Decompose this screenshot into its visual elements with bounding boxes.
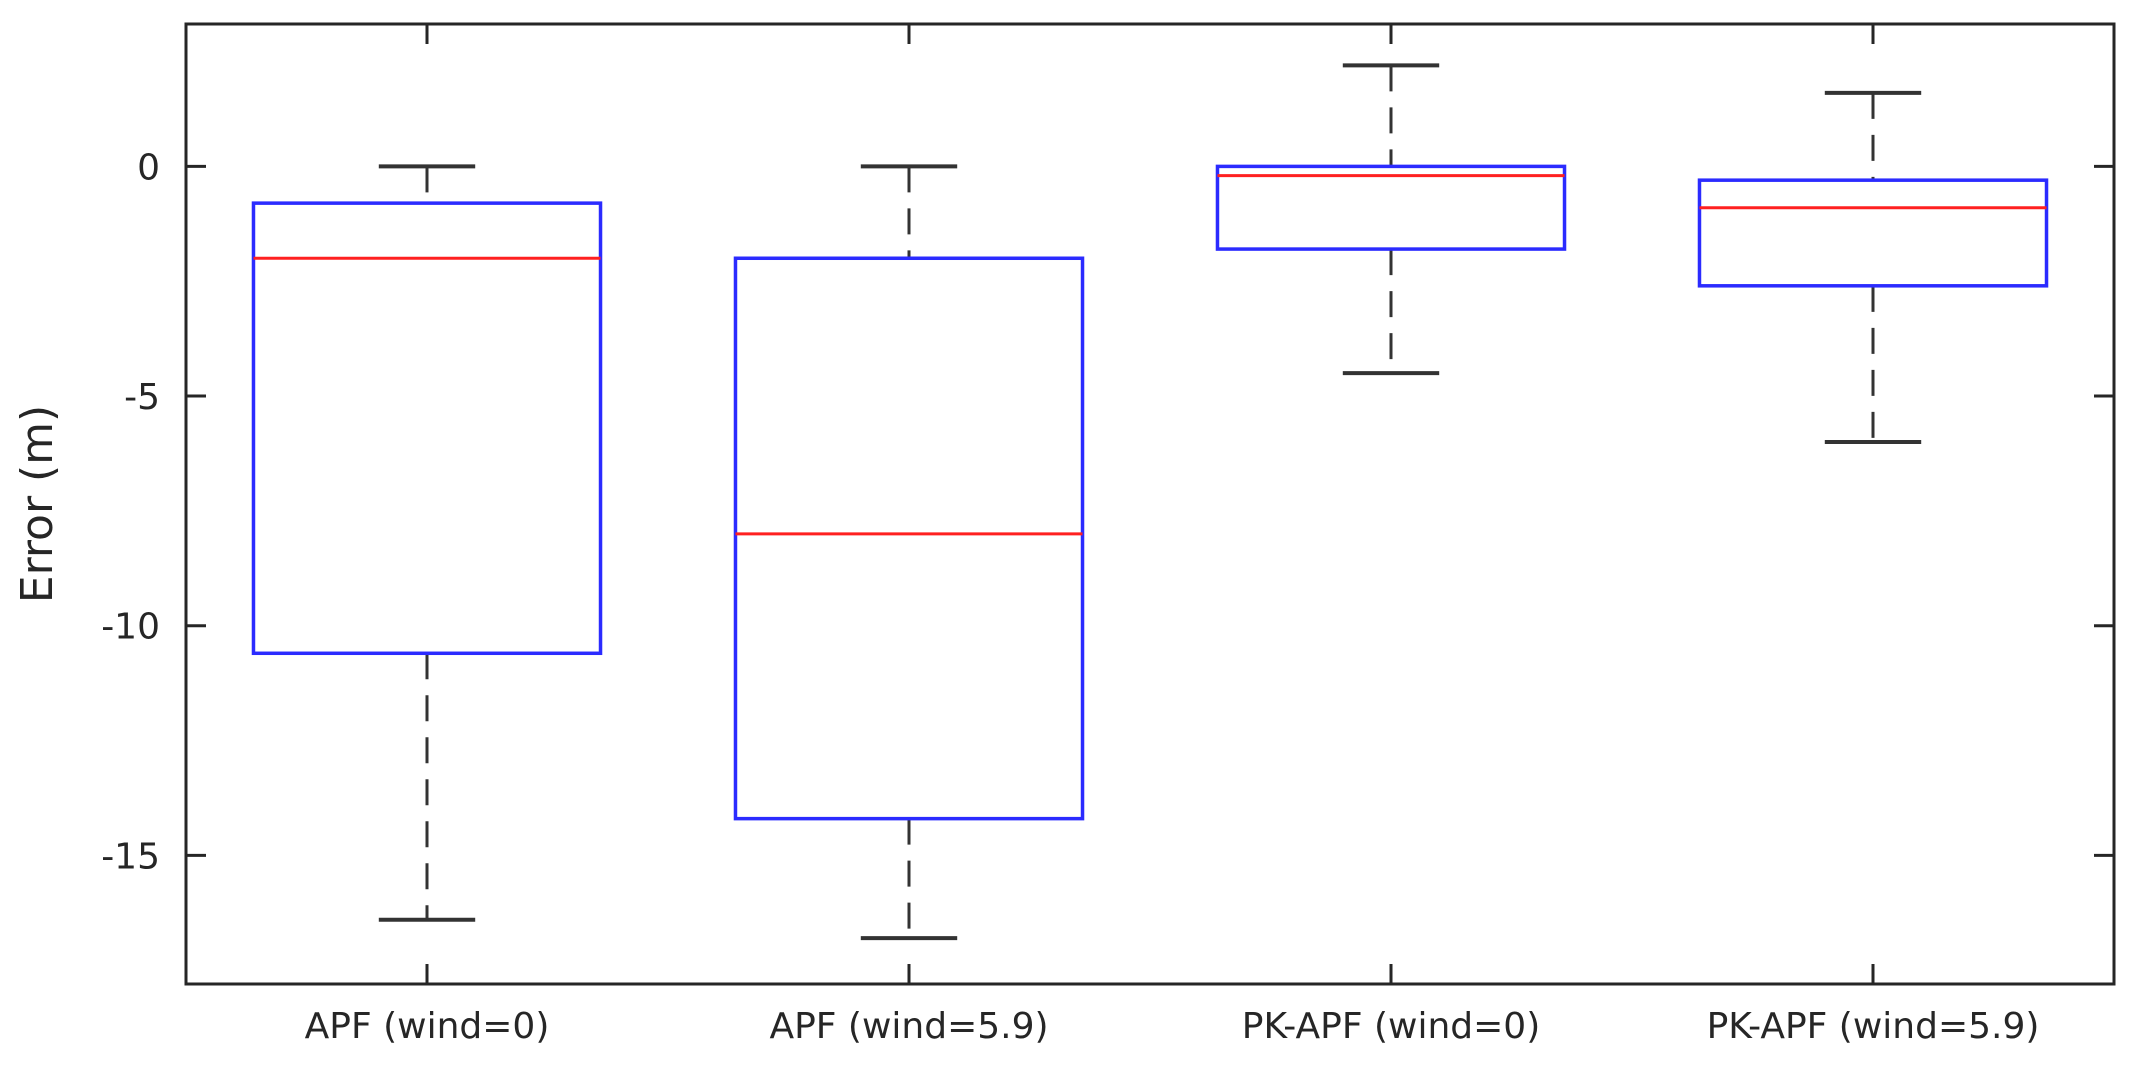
iqr-box <box>251 201 603 656</box>
box-group <box>1697 90 2049 444</box>
y-tick-label: -10 <box>101 607 160 648</box>
y-axis-label: Error (m) <box>12 405 63 603</box>
y-tick-label: -5 <box>124 377 160 418</box>
axis-ticks <box>186 24 2114 984</box>
iqr-box <box>733 256 1085 821</box>
box-group <box>733 164 1085 941</box>
plot-area-frame <box>184 22 2116 986</box>
box-group <box>251 164 603 922</box>
iqr-box <box>1215 164 1567 251</box>
iqr-box <box>1697 178 2049 288</box>
box-group <box>1215 63 1567 376</box>
x-tick-label: PK-APF (wind=0) <box>1242 1006 1541 1047</box>
box-series <box>251 63 2049 941</box>
tick-labels: 0 -5 -10 -15 APF (wind=0) APF (wind=5.9) PK-AP… <box>101 147 2039 1047</box>
x-tick-label: PK-APF (wind=5.9) <box>1707 1006 2040 1047</box>
y-tick-label: 0 <box>137 147 160 188</box>
x-tick-label: APF (wind=5.9) <box>769 1006 1048 1047</box>
x-tick-label: APF (wind=0) <box>305 1006 550 1047</box>
y-tick-label: -15 <box>101 836 160 877</box>
